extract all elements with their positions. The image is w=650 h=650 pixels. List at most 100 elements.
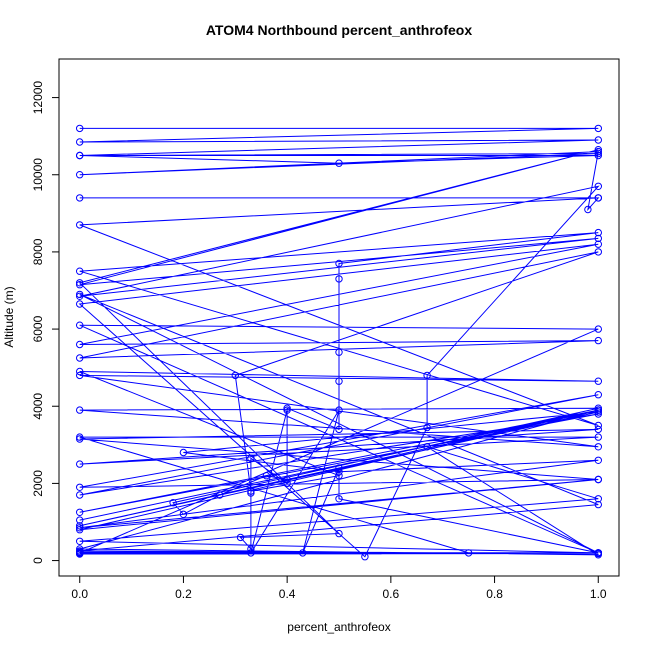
data-point [76, 138, 84, 146]
data-point [335, 472, 343, 480]
x-axis-label: percent_anthrofeox [287, 620, 390, 634]
data-point [231, 371, 240, 380]
data-point [361, 553, 369, 561]
y-tick-label: 6000 [31, 315, 45, 342]
data-point [594, 325, 602, 333]
x-tick-label: 0.0 [71, 587, 88, 601]
series-line [78, 127, 601, 558]
data-point [76, 545, 84, 553]
y-tick-label: 4000 [31, 393, 45, 420]
data-point [335, 406, 343, 414]
x-tick-label: 0.2 [175, 587, 192, 601]
data-point [76, 524, 84, 532]
data-point [594, 475, 602, 484]
data-point [283, 404, 291, 412]
data-point [76, 491, 84, 499]
data-point [594, 500, 602, 509]
data-point [594, 377, 602, 385]
data-point [169, 499, 177, 507]
data-point [76, 221, 84, 229]
data-point [76, 279, 84, 287]
data-point [247, 487, 255, 495]
data-point [76, 371, 84, 380]
data-point [594, 182, 602, 191]
data-point [335, 464, 343, 472]
data-point [76, 194, 84, 202]
data-point [283, 475, 291, 484]
data-point [594, 228, 602, 237]
data-point [76, 290, 84, 299]
x-tick-label: 0.8 [486, 587, 503, 601]
data-point [335, 529, 343, 538]
data-point [76, 367, 84, 376]
data-point [76, 435, 84, 443]
data-point [584, 205, 592, 214]
data-point [76, 526, 84, 534]
data-point [76, 508, 84, 516]
data-point [423, 423, 431, 432]
data-point [76, 547, 84, 555]
data-point [594, 124, 602, 133]
data-point [76, 549, 84, 557]
data-point [216, 491, 224, 499]
data-point [594, 147, 602, 156]
data-point [594, 151, 602, 160]
data-point [76, 124, 84, 133]
data-point [594, 194, 602, 202]
data-point [76, 300, 84, 308]
y-axis: 0 2000 4000 6000 8000 10000 12000 [31, 81, 60, 564]
data-point [247, 545, 255, 553]
data-point [594, 495, 602, 503]
data-point [76, 522, 84, 530]
data-point [76, 516, 84, 524]
data-point [594, 240, 602, 248]
data-point [76, 171, 84, 179]
x-tick-label: 0.6 [383, 587, 400, 601]
data-point [335, 468, 343, 476]
data-point [335, 425, 343, 434]
data-point [594, 391, 602, 399]
data-point [594, 248, 602, 256]
y-tick-label: 2000 [31, 470, 45, 497]
data-point [464, 549, 473, 557]
data-point [76, 292, 84, 300]
data-point [335, 348, 343, 356]
y-tick-label: 10000 [31, 158, 45, 192]
data-point [76, 406, 84, 414]
y-axis-label: Altitude (m) [2, 286, 16, 347]
data-point [423, 371, 431, 380]
data-point [76, 340, 84, 349]
data-point [594, 408, 602, 416]
data-point [76, 433, 84, 441]
data-point [335, 495, 343, 503]
data-point [283, 406, 291, 414]
data-point [76, 354, 84, 362]
data-point [283, 479, 291, 488]
data-point [594, 406, 602, 414]
data-point [299, 549, 307, 557]
data-point [423, 443, 431, 451]
data-point [262, 472, 271, 480]
data-point [76, 483, 84, 491]
data-point [594, 404, 602, 412]
data-point [179, 510, 188, 518]
y-tick-label: 8000 [31, 238, 45, 265]
y-tick-label: 12000 [31, 81, 45, 115]
data-point [335, 159, 343, 167]
series-layer [76, 124, 602, 561]
data-point [179, 448, 188, 457]
data-point [594, 410, 602, 418]
data-point [335, 275, 343, 283]
data-point [247, 489, 255, 497]
data-point [76, 460, 84, 468]
data-point [236, 533, 245, 542]
data-point [594, 433, 602, 441]
data-point [594, 425, 602, 434]
data-point [76, 151, 84, 160]
data-point [594, 146, 602, 154]
data-point [76, 281, 84, 289]
data-point [335, 377, 343, 385]
data-series [76, 124, 602, 561]
data-point [594, 549, 602, 557]
